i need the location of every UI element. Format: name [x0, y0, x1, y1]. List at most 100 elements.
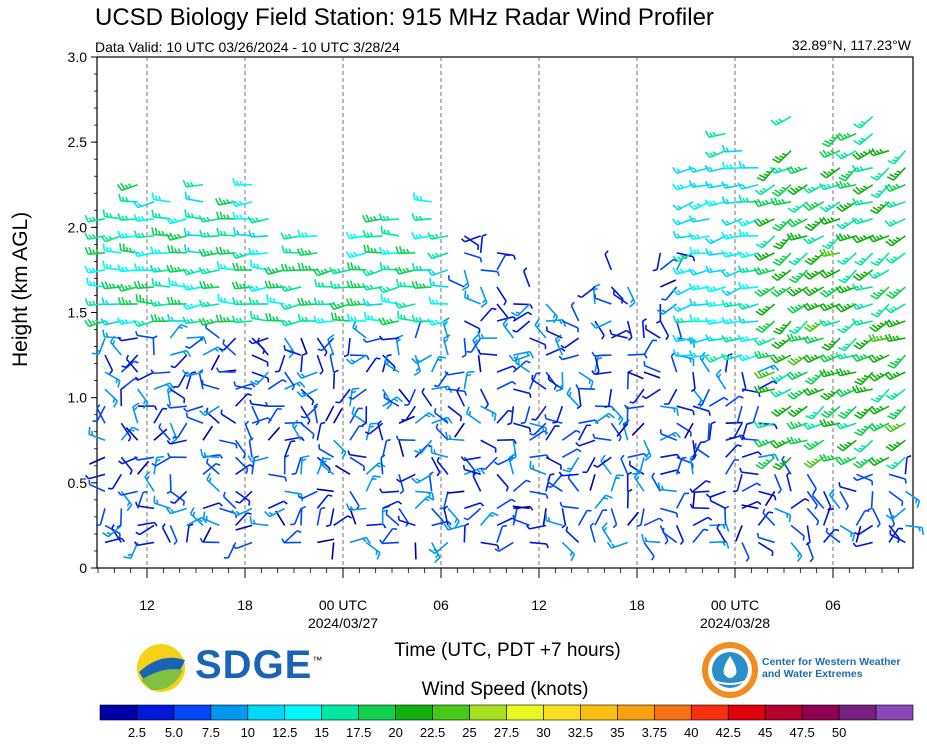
- wind-barb: [231, 507, 253, 517]
- wind-barb: [158, 423, 171, 441]
- wind-barb: [839, 524, 856, 542]
- wind-barb: [104, 354, 114, 375]
- y-tick-label: 1.5: [68, 305, 88, 321]
- wind-barb: [404, 388, 417, 406]
- wind-barb: [689, 298, 710, 307]
- wind-barb: [721, 269, 743, 278]
- wind-barb: [704, 199, 726, 207]
- wind-barb: [839, 490, 850, 511]
- wind-barb: [905, 524, 925, 535]
- wind-barb: [398, 440, 405, 457]
- wind-barb: [347, 450, 367, 459]
- wind-barb: [709, 523, 730, 532]
- wind-barb: [202, 502, 223, 510]
- wind-barb: [92, 405, 106, 423]
- wind-barb: [821, 337, 841, 351]
- wind-barb: [427, 232, 449, 240]
- wind-barb: [661, 286, 678, 301]
- colorbar-swatch: [284, 704, 323, 721]
- wind-barb: [332, 408, 343, 424]
- wind-barb: [753, 421, 775, 429]
- wind-barb: [868, 456, 890, 467]
- wind-barb: [786, 218, 808, 228]
- wind-barb: [189, 506, 204, 527]
- wind-barb: [365, 357, 381, 373]
- wind-barb: [835, 456, 857, 466]
- wind-barb: [280, 319, 302, 327]
- wind-barb: [692, 479, 711, 492]
- wind-barb: [247, 455, 269, 463]
- wind-barb: [741, 504, 759, 510]
- wind-barb: [464, 290, 481, 305]
- wind-barb: [578, 371, 594, 389]
- wind-barb: [165, 216, 187, 225]
- wind-barb: [773, 320, 792, 335]
- wind-barb: [133, 230, 155, 239]
- wind-barb: [829, 488, 841, 509]
- wind-barb: [364, 422, 384, 435]
- wind-barb: [202, 462, 221, 475]
- wind-barb: [544, 414, 563, 424]
- wind-barb: [636, 508, 645, 528]
- wind-barb: [545, 347, 566, 356]
- wind-barb: [443, 505, 449, 526]
- wind-barb: [870, 286, 890, 300]
- colorbar-swatch: [358, 704, 396, 721]
- wind-barb: [528, 372, 541, 390]
- wind-barb: [616, 422, 629, 437]
- wind-barb: [95, 508, 106, 527]
- wind-barb: [565, 526, 580, 544]
- wind-barb: [672, 183, 694, 191]
- colorbar-tick-label: 32.5: [568, 725, 593, 740]
- wind-barb: [688, 349, 710, 358]
- wind-barb: [708, 421, 716, 441]
- wind-barb: [788, 252, 808, 266]
- wind-barb: [737, 354, 759, 362]
- x-tick-sublabel: 2024/03/28: [700, 615, 770, 631]
- wind-barb: [755, 456, 776, 470]
- wind-barb: [85, 473, 106, 480]
- wind-barb: [721, 144, 743, 153]
- wind-barb: [558, 354, 579, 361]
- wind-barb: [363, 244, 383, 254]
- colorbar-tick-label: 47.5: [789, 725, 814, 740]
- wind-barb: [330, 312, 351, 322]
- wind-barb: [659, 320, 670, 341]
- wind-barb: [773, 474, 782, 494]
- colorbar-swatch: [543, 704, 581, 721]
- wind-barb: [378, 246, 400, 255]
- wind-barb: [529, 541, 549, 549]
- y-tick-label: 1.0: [68, 390, 88, 406]
- wind-barb: [383, 393, 400, 407]
- wind-barb: [283, 440, 296, 458]
- wind-barb: [296, 388, 318, 398]
- wind-barb: [594, 320, 605, 340]
- colorbar-swatch: [654, 704, 692, 721]
- wind-barb: [496, 409, 513, 424]
- wind-barb: [430, 445, 449, 459]
- wind-barb: [480, 405, 497, 422]
- wind-barb: [86, 277, 106, 288]
- wind-barb: [199, 229, 220, 238]
- wind-barb: [886, 286, 906, 299]
- wind-barb: [676, 405, 695, 416]
- wind-barb: [836, 439, 857, 452]
- wind-barb: [545, 326, 563, 339]
- wind-barb: [803, 269, 825, 280]
- wind-barb: [610, 474, 624, 492]
- wind-barb: [757, 541, 774, 557]
- wind-barb: [480, 307, 497, 322]
- wind-barb: [628, 460, 645, 475]
- wind-barb: [318, 444, 335, 458]
- wind-barb: [346, 262, 367, 271]
- x-axis-label: Time (UTC, PDT +7 hours): [394, 640, 621, 661]
- wind-barb: [436, 456, 449, 475]
- wind-barb: [604, 250, 613, 271]
- wind-barb: [724, 458, 739, 475]
- wind-barb: [134, 371, 155, 381]
- wind-barb: [748, 405, 760, 424]
- wind-barb: [561, 541, 576, 562]
- wind-barb: [819, 303, 841, 312]
- wind-barb: [502, 318, 514, 339]
- wind-barb: [811, 491, 825, 509]
